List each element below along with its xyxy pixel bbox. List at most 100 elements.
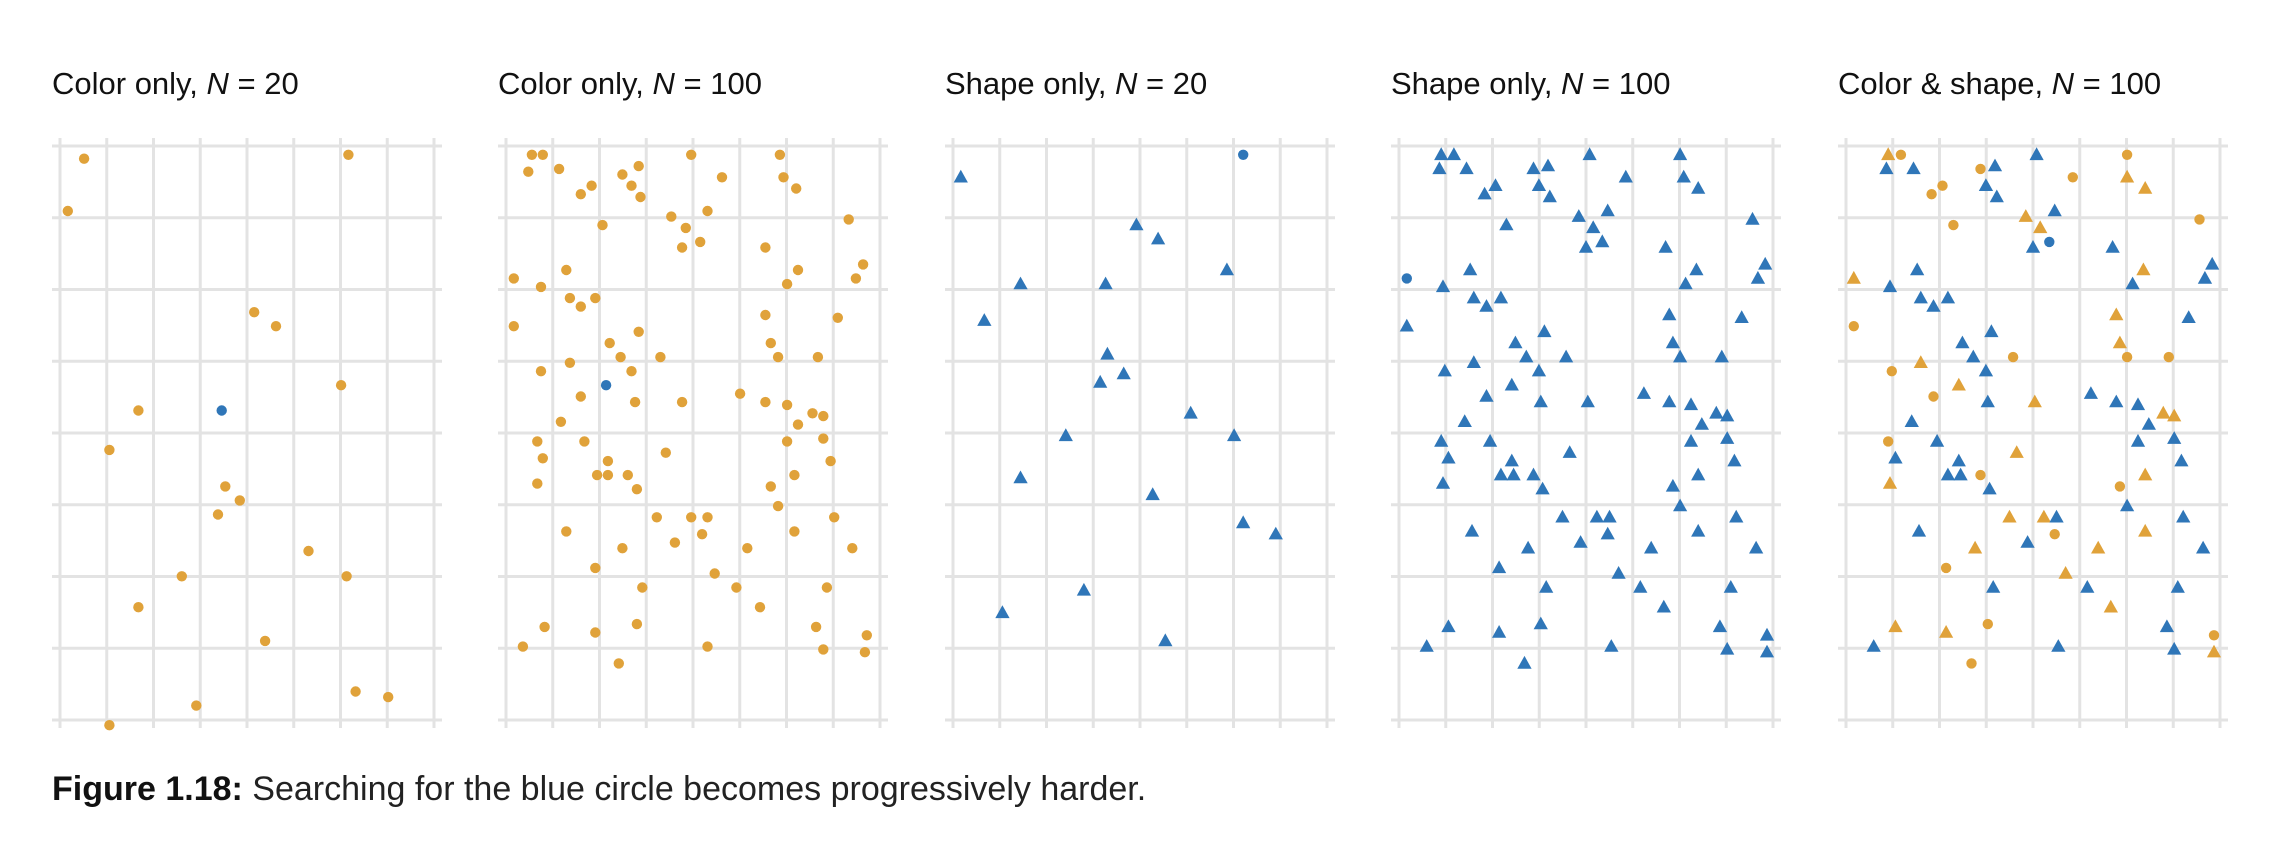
orange-circle-point (832, 312, 843, 323)
blue-triangle-point (1586, 220, 1601, 234)
orange-circle-point (702, 641, 713, 652)
scatter-plot (945, 138, 1335, 728)
blue-triangle-point (1058, 428, 1073, 442)
orange-triangle-point (2036, 509, 2051, 523)
blue-triangle-point (1093, 374, 1108, 388)
panel-title-suffix: = 20 (1137, 66, 1208, 101)
orange-circle-point (259, 635, 271, 647)
orange-circle-point (575, 301, 586, 312)
orange-circle-point (532, 478, 543, 489)
orange-circle-point (847, 543, 858, 554)
blue-triangle-point (1151, 231, 1166, 245)
orange-circle-point (1886, 366, 1897, 377)
blue-triangle-point (1673, 498, 1688, 512)
orange-circle-point (702, 205, 713, 217)
orange-circle-point (631, 618, 643, 630)
gridlines (52, 138, 442, 728)
blue-triangle-point (977, 313, 992, 326)
blue-triangle-point (2051, 639, 2066, 652)
orange-circle-point (579, 436, 590, 447)
orange-circle-point (760, 309, 771, 321)
orange-circle-point (220, 481, 231, 492)
orange-circle-point (789, 469, 800, 481)
orange-circle-point (2049, 529, 2060, 540)
orange-circle-point (709, 568, 720, 579)
orange-triangle-point (1939, 625, 1954, 638)
blue-triangle-point (1526, 467, 1541, 481)
blue-triangle-point (1457, 414, 1472, 427)
panel-title-prefix: Color only, (498, 66, 653, 101)
orange-triangle-point (1913, 355, 1928, 368)
orange-circle-point (2067, 172, 2078, 183)
orange-circle-point (629, 396, 641, 408)
orange-circle-point (561, 526, 572, 537)
blue-triangle-point (1464, 523, 1480, 537)
orange-circle-point (564, 357, 576, 368)
orange-circle-point (669, 537, 681, 548)
blue-triangle-point (1720, 408, 1735, 422)
orange-circle-point (857, 259, 869, 270)
orange-triangle-point (2018, 209, 2033, 222)
orange-triangle-point (2027, 394, 2042, 408)
blue-triangle-point (1691, 523, 1706, 537)
blue-triangle-point (1508, 335, 1523, 349)
orange-circle-point (249, 307, 260, 318)
gridlines (1391, 138, 1781, 728)
orange-circle-point (861, 630, 872, 641)
orange-circle-point (651, 512, 662, 523)
blue-triangle-point (1984, 324, 1999, 338)
orange-circle-point (792, 264, 804, 276)
orange-circle-point (742, 543, 753, 554)
orange-circle-point (1848, 321, 1859, 332)
orange-circle-point (825, 455, 836, 467)
orange-circle-point (686, 512, 697, 523)
blue-triangle-point (1506, 467, 1521, 481)
blue-triangle-point (1158, 633, 1173, 647)
orange-circle-point (676, 396, 688, 408)
orange-circle-point (821, 582, 833, 593)
blue-triangle-point (1580, 394, 1595, 408)
blue-triangle-point (1477, 186, 1492, 200)
gridlines (498, 138, 888, 728)
blue-triangle-point (1434, 147, 1449, 161)
blue-triangle-point (1466, 355, 1481, 368)
blue-triangle-point (1618, 169, 1633, 183)
blue-triangle-point (1459, 161, 1474, 175)
orange-circle-point (133, 405, 144, 416)
blue-triangle-point (1542, 189, 1557, 203)
blue-triangle-point (1602, 509, 1617, 523)
blue-triangle-point (1882, 279, 1898, 293)
orange-circle-point (1982, 618, 1993, 630)
blue-triangle-point (1540, 158, 1556, 172)
blue-triangle-point (1989, 189, 2004, 203)
orange-circle-point (626, 180, 637, 191)
blue-triangle-point (1940, 467, 1956, 481)
orange-circle-point (590, 562, 601, 574)
blue-triangle-point (1466, 290, 1481, 304)
blue-triangle-point (1589, 509, 1604, 523)
blue-triangle-point (1488, 178, 1503, 191)
orange-triangle-point (1951, 377, 1966, 391)
blue-triangle-point (1076, 582, 1091, 596)
orange-circle-point (561, 264, 572, 276)
blue-triangle-point (2025, 240, 2041, 253)
blue-triangle-point (1129, 217, 1144, 231)
blue-triangle-point (1955, 335, 1970, 349)
orange-circle-point (1966, 658, 1977, 669)
blue-triangle-point (1116, 366, 1131, 380)
orange-circle-point (617, 169, 628, 180)
blue-triangle-point (1673, 147, 1688, 161)
gridlines (1838, 138, 2228, 728)
orange-triangle-point (2058, 566, 2073, 579)
blue-triangle-point (1432, 161, 1447, 175)
orange-triangle-point (2167, 408, 2182, 422)
orange-circle-point (341, 571, 352, 582)
orange-circle-point (553, 163, 565, 175)
orange-circle-point (765, 337, 776, 349)
orange-circle-point (1975, 163, 1986, 175)
blue-triangle-point (1539, 580, 1554, 593)
orange-circle-point (2121, 149, 2133, 160)
blue-triangle-point (1665, 335, 1680, 349)
blue-triangle-point (1595, 234, 1610, 248)
blue-triangle-point (1953, 467, 1968, 481)
